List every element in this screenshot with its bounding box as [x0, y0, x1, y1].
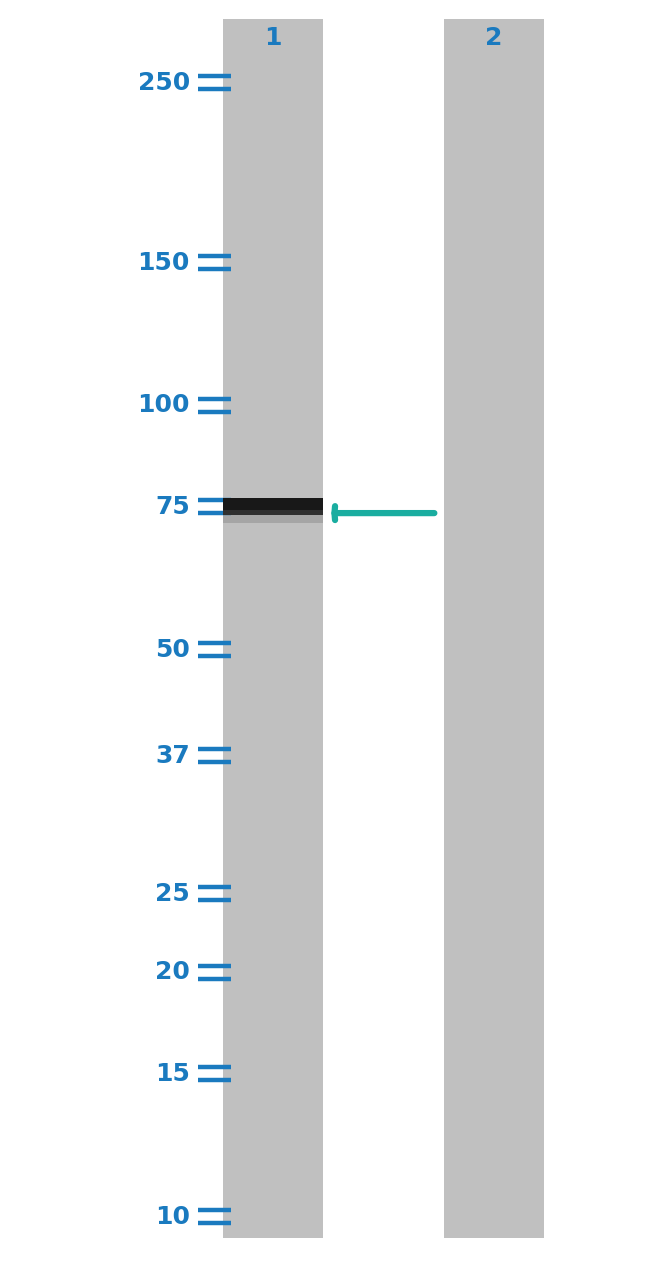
- Text: 250: 250: [138, 71, 190, 94]
- Bar: [222, 499, 323, 516]
- Text: 25: 25: [155, 881, 190, 906]
- Text: 37: 37: [155, 744, 190, 767]
- Bar: [222, 19, 323, 1238]
- Text: 2: 2: [486, 27, 502, 50]
- Text: 150: 150: [137, 250, 190, 274]
- Text: 75: 75: [155, 495, 190, 518]
- Text: 20: 20: [155, 960, 190, 984]
- Bar: [443, 19, 545, 1238]
- Text: 15: 15: [155, 1062, 190, 1086]
- Text: 1: 1: [265, 27, 281, 50]
- Text: 100: 100: [137, 394, 190, 418]
- Bar: [222, 511, 323, 516]
- Text: 50: 50: [155, 638, 190, 662]
- Text: 10: 10: [155, 1205, 190, 1228]
- Bar: [222, 513, 323, 523]
